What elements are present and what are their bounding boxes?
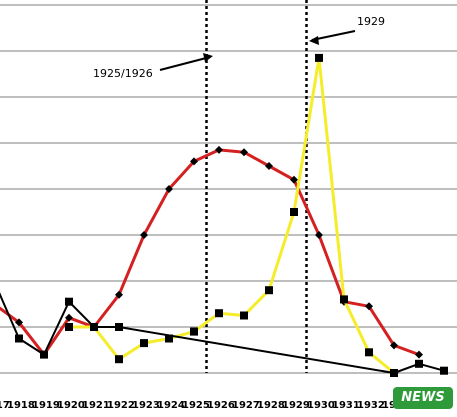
x-tick-1920: 1920 [57, 400, 85, 411]
point-0-8 [190, 157, 198, 166]
x-tick-1932: 1932 [357, 400, 385, 411]
point-2-3 [65, 297, 73, 306]
x-tick-1929: 1929 [282, 400, 310, 411]
x-tick-labels: 1917191819191920192119221923192419251926… [0, 400, 435, 411]
point-2-8 [440, 366, 448, 375]
series-lines [0, 53, 448, 377]
point-0-12 [290, 175, 298, 184]
point-1-7 [240, 311, 248, 320]
point-1-5 [190, 327, 198, 336]
arrowhead-1929 [309, 36, 319, 45]
reference-lines [205, 0, 308, 373]
x-tick-1925: 1925 [182, 400, 210, 411]
point-1-3 [140, 339, 148, 348]
annotations: 1925/1926 1929 [93, 15, 385, 80]
point-0-15 [365, 302, 373, 311]
x-tick-1930: 1930 [307, 400, 335, 411]
point-1-12 [365, 348, 373, 357]
news-logo: NEWS [393, 387, 453, 409]
x-tick-1926: 1926 [207, 400, 235, 411]
series-line-0 [0, 148, 420, 357]
point-1-6 [215, 309, 223, 318]
point-1-0 [65, 323, 73, 331]
point-0-1 [15, 318, 23, 327]
point-2-2 [40, 350, 48, 359]
point-1-4 [165, 334, 173, 343]
point-2-1 [15, 334, 23, 343]
point-0-3 [65, 313, 73, 322]
point-1-10 [315, 53, 323, 62]
x-tick-1928: 1928 [257, 400, 285, 411]
point-0-7 [165, 185, 173, 193]
point-0-17 [415, 350, 423, 359]
point-0-11 [265, 162, 273, 170]
x-tick-1917: 1917 [0, 400, 10, 411]
x-tick-1924: 1924 [157, 400, 185, 411]
annotation-1929: 1929 [357, 15, 385, 28]
point-2-6 [390, 369, 398, 377]
annotation-1925-1926: 1925/1926 [93, 67, 153, 80]
point-0-5 [115, 290, 123, 299]
point-1-9 [290, 208, 298, 216]
x-tick-1922: 1922 [107, 400, 135, 411]
x-tick-1921: 1921 [82, 400, 110, 411]
x-tick-1919: 1919 [32, 400, 60, 411]
point-0-6 [140, 231, 148, 239]
x-tick-1927: 1927 [232, 400, 260, 411]
point-0-10 [240, 148, 248, 157]
point-1-2 [115, 355, 123, 364]
point-1-8 [265, 286, 273, 295]
point-0-9 [215, 145, 223, 154]
x-tick-1918: 1918 [7, 400, 35, 411]
point-0-13 [315, 231, 323, 239]
arrowhead-1925-1926 [203, 53, 213, 62]
arrow-1925-1926 [159, 56, 211, 71]
point-2-7 [415, 359, 423, 368]
arrow-1929 [311, 30, 356, 41]
point-2-5 [115, 323, 123, 331]
point-1-11 [340, 295, 348, 304]
point-2-4 [90, 323, 98, 331]
x-tick-1931: 1931 [332, 400, 360, 411]
series-line-1 [69, 56, 395, 375]
x-tick-1923: 1923 [132, 400, 160, 411]
point-0-16 [390, 341, 398, 350]
